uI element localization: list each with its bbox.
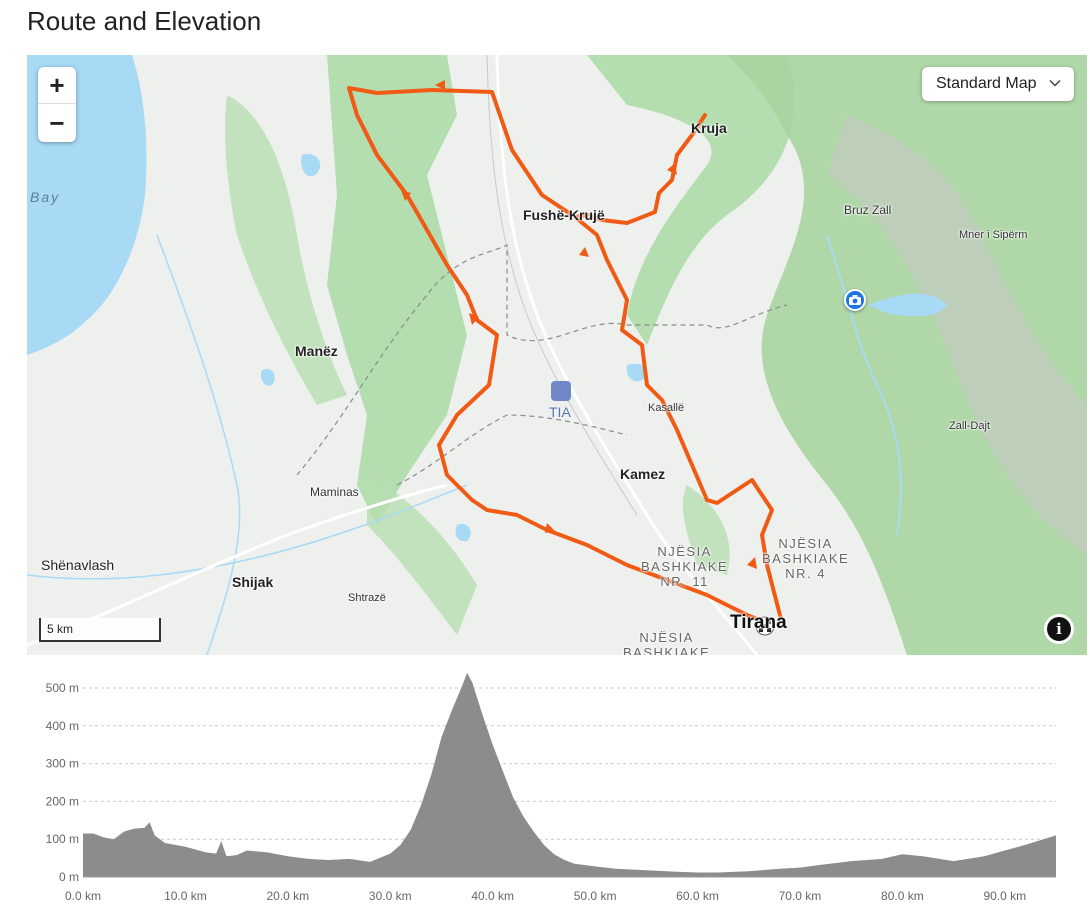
map-label-zall-dajt: Zall-Dajt bbox=[949, 420, 990, 432]
map-label-manez: Manëz bbox=[295, 343, 338, 359]
map-type-select[interactable]: Standard Map bbox=[922, 67, 1074, 101]
map-label-shtraze: Shtrazë bbox=[348, 592, 386, 604]
map-type-label: Standard Map bbox=[936, 75, 1037, 92]
map-label-maminas: Maminas bbox=[310, 485, 359, 499]
x-tick-label: 40.0 km bbox=[471, 889, 514, 903]
map-label-njesia-4: NJËSIA BASHKIAKE NR. 4 bbox=[762, 536, 850, 581]
map-label-kamez: Kamez bbox=[620, 466, 666, 482]
map-background bbox=[27, 55, 1087, 655]
y-tick-label: 500 m bbox=[46, 681, 79, 695]
map-label-shenavlash: Shënavlash bbox=[41, 557, 115, 573]
x-tick-label: 90.0 km bbox=[983, 889, 1026, 903]
map-label-bruz-zall: Bruz Zall bbox=[844, 203, 892, 217]
map-label-tirana: Tirana bbox=[730, 612, 787, 633]
route-map[interactable]: Kruja Fushë-Krujë Bruz Zall Mner i Sipër… bbox=[27, 55, 1087, 655]
x-tick-label: 10.0 km bbox=[164, 889, 207, 903]
x-tick-label: 0.0 km bbox=[65, 889, 101, 903]
map-label-bay: Bay bbox=[30, 189, 61, 205]
x-tick-label: 60.0 km bbox=[676, 889, 719, 903]
map-label-fushe-kruje: Fushë-Krujë bbox=[523, 207, 605, 223]
page-title: Route and Elevation bbox=[27, 6, 262, 36]
elevation-chart: 0 m 100 m 200 m 300 m 400 m 500 m 0.0 km 10.0 k… bbox=[0, 660, 1090, 923]
x-tick-label: 70.0 km bbox=[779, 889, 822, 903]
chevron-down-icon bbox=[1049, 79, 1061, 87]
map-label-tia: TIA bbox=[549, 404, 571, 420]
map-scale-bar: 5 km bbox=[39, 618, 161, 642]
x-tick-label: 20.0 km bbox=[266, 889, 309, 903]
info-icon[interactable]: i bbox=[1047, 617, 1071, 641]
elevation-chart-svg: 0 m 100 m 200 m 300 m 400 m 500 m 0.0 km 10.0 k… bbox=[46, 672, 1056, 903]
map-scale-label: 5 km bbox=[47, 622, 74, 636]
y-tick-label: 300 m bbox=[46, 757, 79, 771]
camera-icon[interactable] bbox=[844, 289, 866, 311]
x-tick-label: 50.0 km bbox=[574, 889, 617, 903]
map-label-shijak: Shijak bbox=[232, 574, 274, 590]
elevation-area bbox=[83, 672, 1056, 877]
map-label-njesia-11: NJËSIA BASHKIAKE NR. 11 bbox=[641, 544, 729, 589]
y-tick-label: 400 m bbox=[46, 719, 79, 733]
map-label-mner: Mner i Sipërm bbox=[959, 229, 1028, 241]
x-tick-label: 30.0 km bbox=[369, 889, 412, 903]
y-tick-label: 100 m bbox=[46, 832, 79, 846]
zoom-out-button[interactable]: − bbox=[49, 107, 65, 138]
zoom-in-button[interactable]: + bbox=[38, 67, 76, 104]
map-label-njesia-bottom: NJËSIA BASHKIAKE bbox=[623, 630, 711, 655]
zoom-control: + − bbox=[38, 67, 76, 142]
airport-icon bbox=[551, 381, 571, 401]
y-tick-label: 0 m bbox=[59, 870, 79, 884]
x-tick-label: 80.0 km bbox=[881, 889, 924, 903]
y-tick-label: 200 m bbox=[46, 794, 79, 808]
map-label-kruja: Kruja bbox=[691, 120, 727, 136]
map-label-kasalle: Kasallë bbox=[648, 402, 685, 414]
